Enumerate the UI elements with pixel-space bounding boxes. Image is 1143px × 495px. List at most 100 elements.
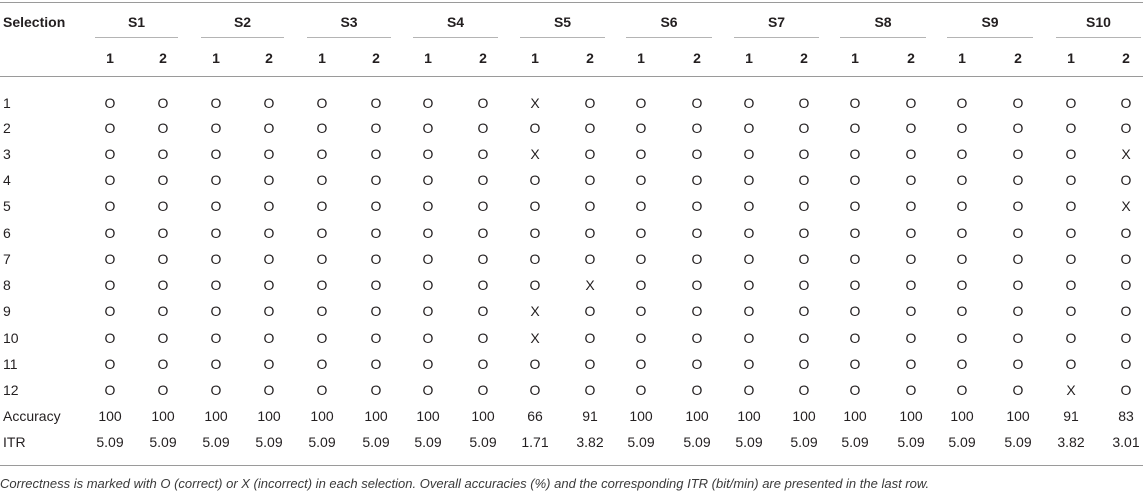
table-cell: 5.09 <box>948 434 976 450</box>
table-cell: O <box>370 356 382 372</box>
table-cell: O <box>1065 303 1077 319</box>
trial-header: 1 <box>424 50 432 66</box>
table-cell: 100 <box>737 408 761 424</box>
subject-underline <box>95 37 178 38</box>
table-cell: O <box>849 95 861 111</box>
trial-header: 1 <box>212 50 220 66</box>
table-cell: O <box>798 251 810 267</box>
table-cell: O <box>529 225 541 241</box>
table-cell: O <box>210 330 222 346</box>
table-cell: 100 <box>98 408 122 424</box>
table-cell: O <box>263 95 275 111</box>
subject-header: S5 <box>553 14 572 30</box>
table-cell: O <box>956 198 968 214</box>
trial-header: 1 <box>637 50 645 66</box>
trial-header: 1 <box>958 50 966 66</box>
table-cell: O <box>691 95 703 111</box>
trial-header: 1 <box>106 50 114 66</box>
table-cell: O <box>584 330 596 346</box>
table-cell: O <box>422 330 434 346</box>
table-cell: 5.09 <box>96 434 124 450</box>
table-cell: O <box>691 303 703 319</box>
table-cell: O <box>316 382 328 398</box>
table-cell: O <box>210 146 222 162</box>
trial-header: 2 <box>907 50 915 66</box>
table-cell: O <box>849 225 861 241</box>
table-cell: O <box>798 146 810 162</box>
table-cell: O <box>1120 172 1132 188</box>
table-cell: O <box>1012 172 1024 188</box>
table-cell: 5.09 <box>1004 434 1032 450</box>
table-cell: O <box>691 120 703 136</box>
table-cell: O <box>691 198 703 214</box>
table-cell: O <box>743 356 755 372</box>
table-cell: O <box>584 172 596 188</box>
table-cell: O <box>477 95 489 111</box>
table-cell: O <box>157 225 169 241</box>
table-cell: O <box>316 95 328 111</box>
subject-underline <box>1056 37 1141 38</box>
trial-header: 2 <box>159 50 167 66</box>
table-cell: X <box>1121 146 1131 162</box>
table-cell: 91 <box>1063 408 1079 424</box>
table-cell: O <box>157 198 169 214</box>
table-cell: O <box>798 356 810 372</box>
table-cell: O <box>263 251 275 267</box>
table-cell: O <box>210 95 222 111</box>
table-cell: O <box>370 172 382 188</box>
table-cell: 100 <box>685 408 709 424</box>
table-cell: O <box>798 303 810 319</box>
subject-header: S2 <box>233 14 252 30</box>
table-cell: O <box>316 356 328 372</box>
table-cell: O <box>263 303 275 319</box>
table-cell: O <box>104 330 116 346</box>
table-cell: X <box>1066 382 1076 398</box>
table-cell: O <box>956 277 968 293</box>
table-cell: O <box>316 120 328 136</box>
table-cell: O <box>691 172 703 188</box>
table-cell: O <box>956 172 968 188</box>
table-cell: O <box>210 303 222 319</box>
table-cell: O <box>1012 356 1024 372</box>
table-cell: 100 <box>950 408 974 424</box>
table-cell: 100 <box>364 408 388 424</box>
subject-header: S7 <box>767 14 786 30</box>
table-cell: O <box>263 198 275 214</box>
subject-underline <box>947 37 1033 38</box>
table-cell: O <box>635 277 647 293</box>
table-cell: O <box>956 251 968 267</box>
table-cell: O <box>1012 330 1024 346</box>
table-cell: O <box>743 303 755 319</box>
trial-header: 2 <box>693 50 701 66</box>
table-cell: O <box>584 146 596 162</box>
table-cell: O <box>635 330 647 346</box>
subject-underline <box>413 37 498 38</box>
table-cell: X <box>530 330 540 346</box>
table-cell: X <box>530 303 540 319</box>
table-cell: O <box>584 303 596 319</box>
row-label: 11 <box>3 356 18 372</box>
table-cell: O <box>635 172 647 188</box>
table-cell: O <box>691 225 703 241</box>
table-cell: O <box>798 95 810 111</box>
table-cell: 5.09 <box>735 434 763 450</box>
subject-header: S3 <box>340 14 358 30</box>
table-cell: O <box>1012 95 1024 111</box>
table-cell: 5.09 <box>414 434 442 450</box>
table-cell: O <box>477 225 489 241</box>
table-cell: O <box>104 146 116 162</box>
table-cell: O <box>849 120 861 136</box>
table-cell: 100 <box>151 408 175 424</box>
table-cell: O <box>849 303 861 319</box>
subject-header: S1 <box>127 14 146 30</box>
table-cell: O <box>529 251 541 267</box>
table-cell: O <box>849 277 861 293</box>
table-cell: O <box>1065 277 1077 293</box>
table-cell: O <box>956 330 968 346</box>
table-cell: O <box>157 330 169 346</box>
table-cell: O <box>635 198 647 214</box>
table-cell: 83 <box>1118 408 1134 424</box>
table-cell: O <box>529 172 541 188</box>
table-cell: 3.01 <box>1112 434 1140 450</box>
table-cell: O <box>422 198 434 214</box>
